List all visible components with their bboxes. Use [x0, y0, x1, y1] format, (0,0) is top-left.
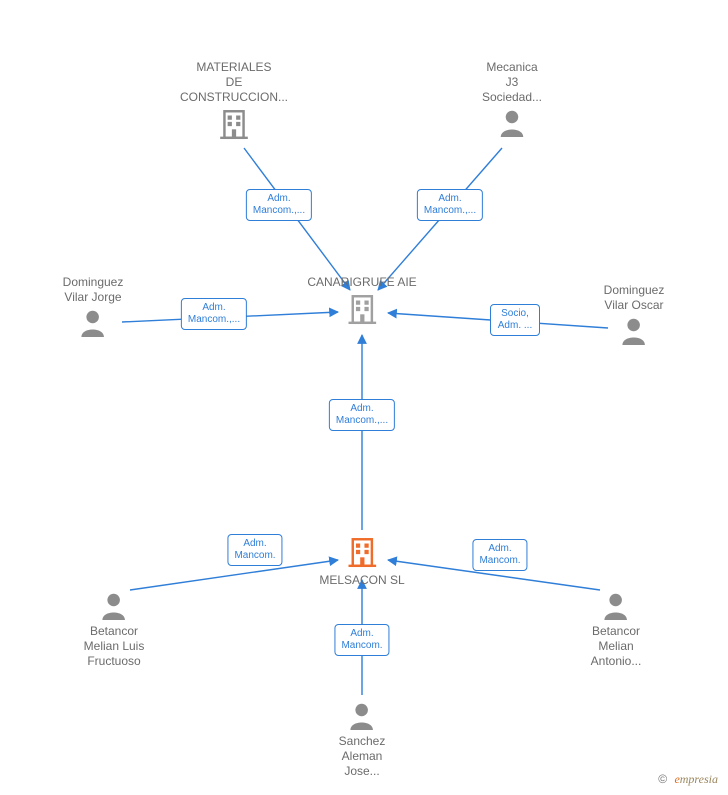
person-icon [347, 700, 377, 730]
node-materiales[interactable]: MATERIALES DE CONSTRUCCION... [180, 60, 288, 141]
edge-label[interactable]: Adm. Mancom. [334, 624, 389, 656]
node-label: Sanchez Aleman Jose... [339, 734, 386, 779]
node-jose[interactable]: Sanchez Aleman Jose... [339, 700, 386, 779]
person-icon [601, 590, 631, 620]
node-label: MATERIALES DE CONSTRUCCION... [180, 60, 288, 105]
node-mecanica[interactable]: Mecanica J3 Sociedad... [482, 60, 542, 137]
node-label: Dominguez Vilar Oscar [604, 283, 665, 313]
building-icon [345, 535, 379, 569]
edges-layer [0, 0, 728, 795]
node-label: Betancor Melian Luis Fructuoso [84, 624, 145, 669]
node-canarigrufe[interactable]: CANARIGRUFE AIE [307, 275, 416, 326]
edge-label[interactable]: Adm. Mancom.,... [329, 399, 395, 431]
edge-label[interactable]: Socio, Adm. ... [490, 304, 540, 336]
node-antonio[interactable]: Betancor Melian Antonio... [591, 590, 642, 669]
copyright-symbol: © [658, 772, 667, 786]
edge-label[interactable]: Adm. Mancom.,... [246, 189, 312, 221]
node-jorge[interactable]: Dominguez Vilar Jorge [63, 275, 124, 337]
node-label: Betancor Melian Antonio... [591, 624, 642, 669]
person-icon [99, 590, 129, 620]
person-icon [619, 315, 649, 345]
person-icon [497, 107, 527, 137]
node-label: Dominguez Vilar Jorge [63, 275, 124, 305]
edge-label[interactable]: Adm. Mancom.,... [417, 189, 483, 221]
node-oscar[interactable]: Dominguez Vilar Oscar [604, 283, 665, 345]
watermark: © empresia [658, 772, 718, 787]
edge-label[interactable]: Adm. Mancom. [227, 534, 282, 566]
node-label: Mecanica J3 Sociedad... [482, 60, 542, 105]
edge-label[interactable]: Adm. Mancom.,... [181, 298, 247, 330]
node-luis[interactable]: Betancor Melian Luis Fructuoso [84, 590, 145, 669]
brand-rest: mpresia [680, 772, 718, 786]
building-icon [345, 292, 379, 326]
node-melsacon[interactable]: MELSACON SL [319, 535, 404, 588]
edge-label[interactable]: Adm. Mancom. [472, 539, 527, 571]
building-icon [217, 107, 251, 141]
diagram-canvas: MATERIALES DE CONSTRUCCION... Mecanica J… [0, 0, 728, 795]
node-label: CANARIGRUFE AIE [307, 275, 416, 290]
node-label: MELSACON SL [319, 573, 404, 588]
person-icon [78, 307, 108, 337]
